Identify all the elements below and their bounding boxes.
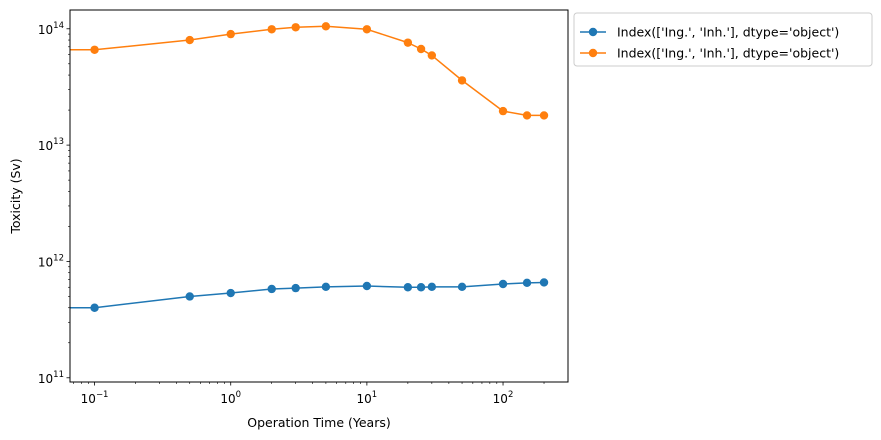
x-tick-label: 100 (220, 390, 241, 406)
x-tick-label-exponent: 1 (372, 390, 377, 400)
series-2 (70, 22, 549, 120)
data-point (291, 23, 300, 32)
data-point (267, 284, 276, 294)
data-point (362, 281, 372, 291)
data-point (226, 288, 235, 298)
data-point (90, 45, 99, 54)
x-tick-label-exponent: 2 (508, 390, 513, 400)
y-tick-label-base: 10 (38, 23, 53, 37)
data-point (362, 25, 372, 34)
x-tick-label-base: 10 (357, 392, 372, 406)
x-tick-label-base: 10 (220, 392, 235, 406)
data-point (90, 303, 99, 312)
legend-label: Index(['Ing.', 'Inh.'], dtype='object') (617, 25, 839, 40)
y-tick-label-base: 10 (38, 372, 53, 386)
data-point (403, 38, 413, 47)
y-tick-label: 1011 (38, 370, 64, 386)
x-tick-label-exponent: −1 (96, 390, 109, 400)
data-point (539, 111, 549, 120)
data-point (291, 283, 300, 293)
x-tick-label-base: 10 (493, 392, 508, 406)
data-point (522, 278, 532, 288)
y-tick-label-exponent: 11 (53, 370, 64, 380)
y-tick-label-exponent: 13 (53, 137, 64, 147)
data-point (321, 22, 331, 31)
legend-marker (588, 48, 598, 58)
x-tick-label: 101 (357, 390, 378, 406)
data-point (457, 76, 467, 85)
data-point (321, 282, 331, 292)
data-point (185, 35, 194, 45)
data-point (427, 282, 437, 292)
y-tick-label-exponent: 14 (53, 21, 64, 31)
legend-label: Index(['Ing.', 'Inh.'], dtype='object') (617, 46, 839, 61)
x-tick-label: 102 (493, 390, 514, 406)
data-point (427, 51, 437, 60)
data-point (522, 111, 532, 120)
data-point (185, 292, 194, 301)
legend-frame (573, 12, 873, 67)
data-point (403, 283, 413, 292)
legend: Index(['Ing.', 'Inh.'], dtype='object') I… (573, 12, 873, 67)
data-point (226, 29, 235, 39)
x-tick-label-exponent: 0 (236, 390, 241, 400)
legend-entry: Index(['Ing.', 'Inh.'], dtype='object') (580, 46, 839, 61)
x-axis-title: Operation Time (Years) (247, 415, 390, 430)
data-point (416, 283, 426, 292)
y-tick-label: 1013 (38, 137, 64, 153)
x-tick-label: 10−1 (81, 390, 109, 406)
x-tick-label-base: 10 (81, 392, 96, 406)
legend-entry: Index(['Ing.', 'Inh.'], dtype='object') (580, 25, 839, 40)
data-point (498, 106, 508, 116)
legend-marker (588, 27, 598, 37)
y-tick-label-base: 10 (38, 139, 53, 153)
plot-frame (69, 9, 569, 383)
data-point (498, 279, 508, 289)
data-point (539, 278, 549, 287)
series-layer (70, 22, 549, 312)
y-axis-title: Toxicity (Sv) (8, 158, 23, 234)
data-point (416, 44, 426, 54)
x-axis: 10−1 100 101 102 (73, 382, 545, 406)
y-tick-label-exponent: 12 (53, 253, 64, 263)
series-1 (70, 278, 549, 312)
y-tick-label-base: 10 (38, 255, 53, 269)
series-line (70, 25, 545, 117)
y-tick-label: 1014 (38, 21, 64, 37)
data-point (267, 25, 276, 34)
y-tick-label: 1012 (38, 253, 64, 269)
data-point (457, 282, 467, 292)
